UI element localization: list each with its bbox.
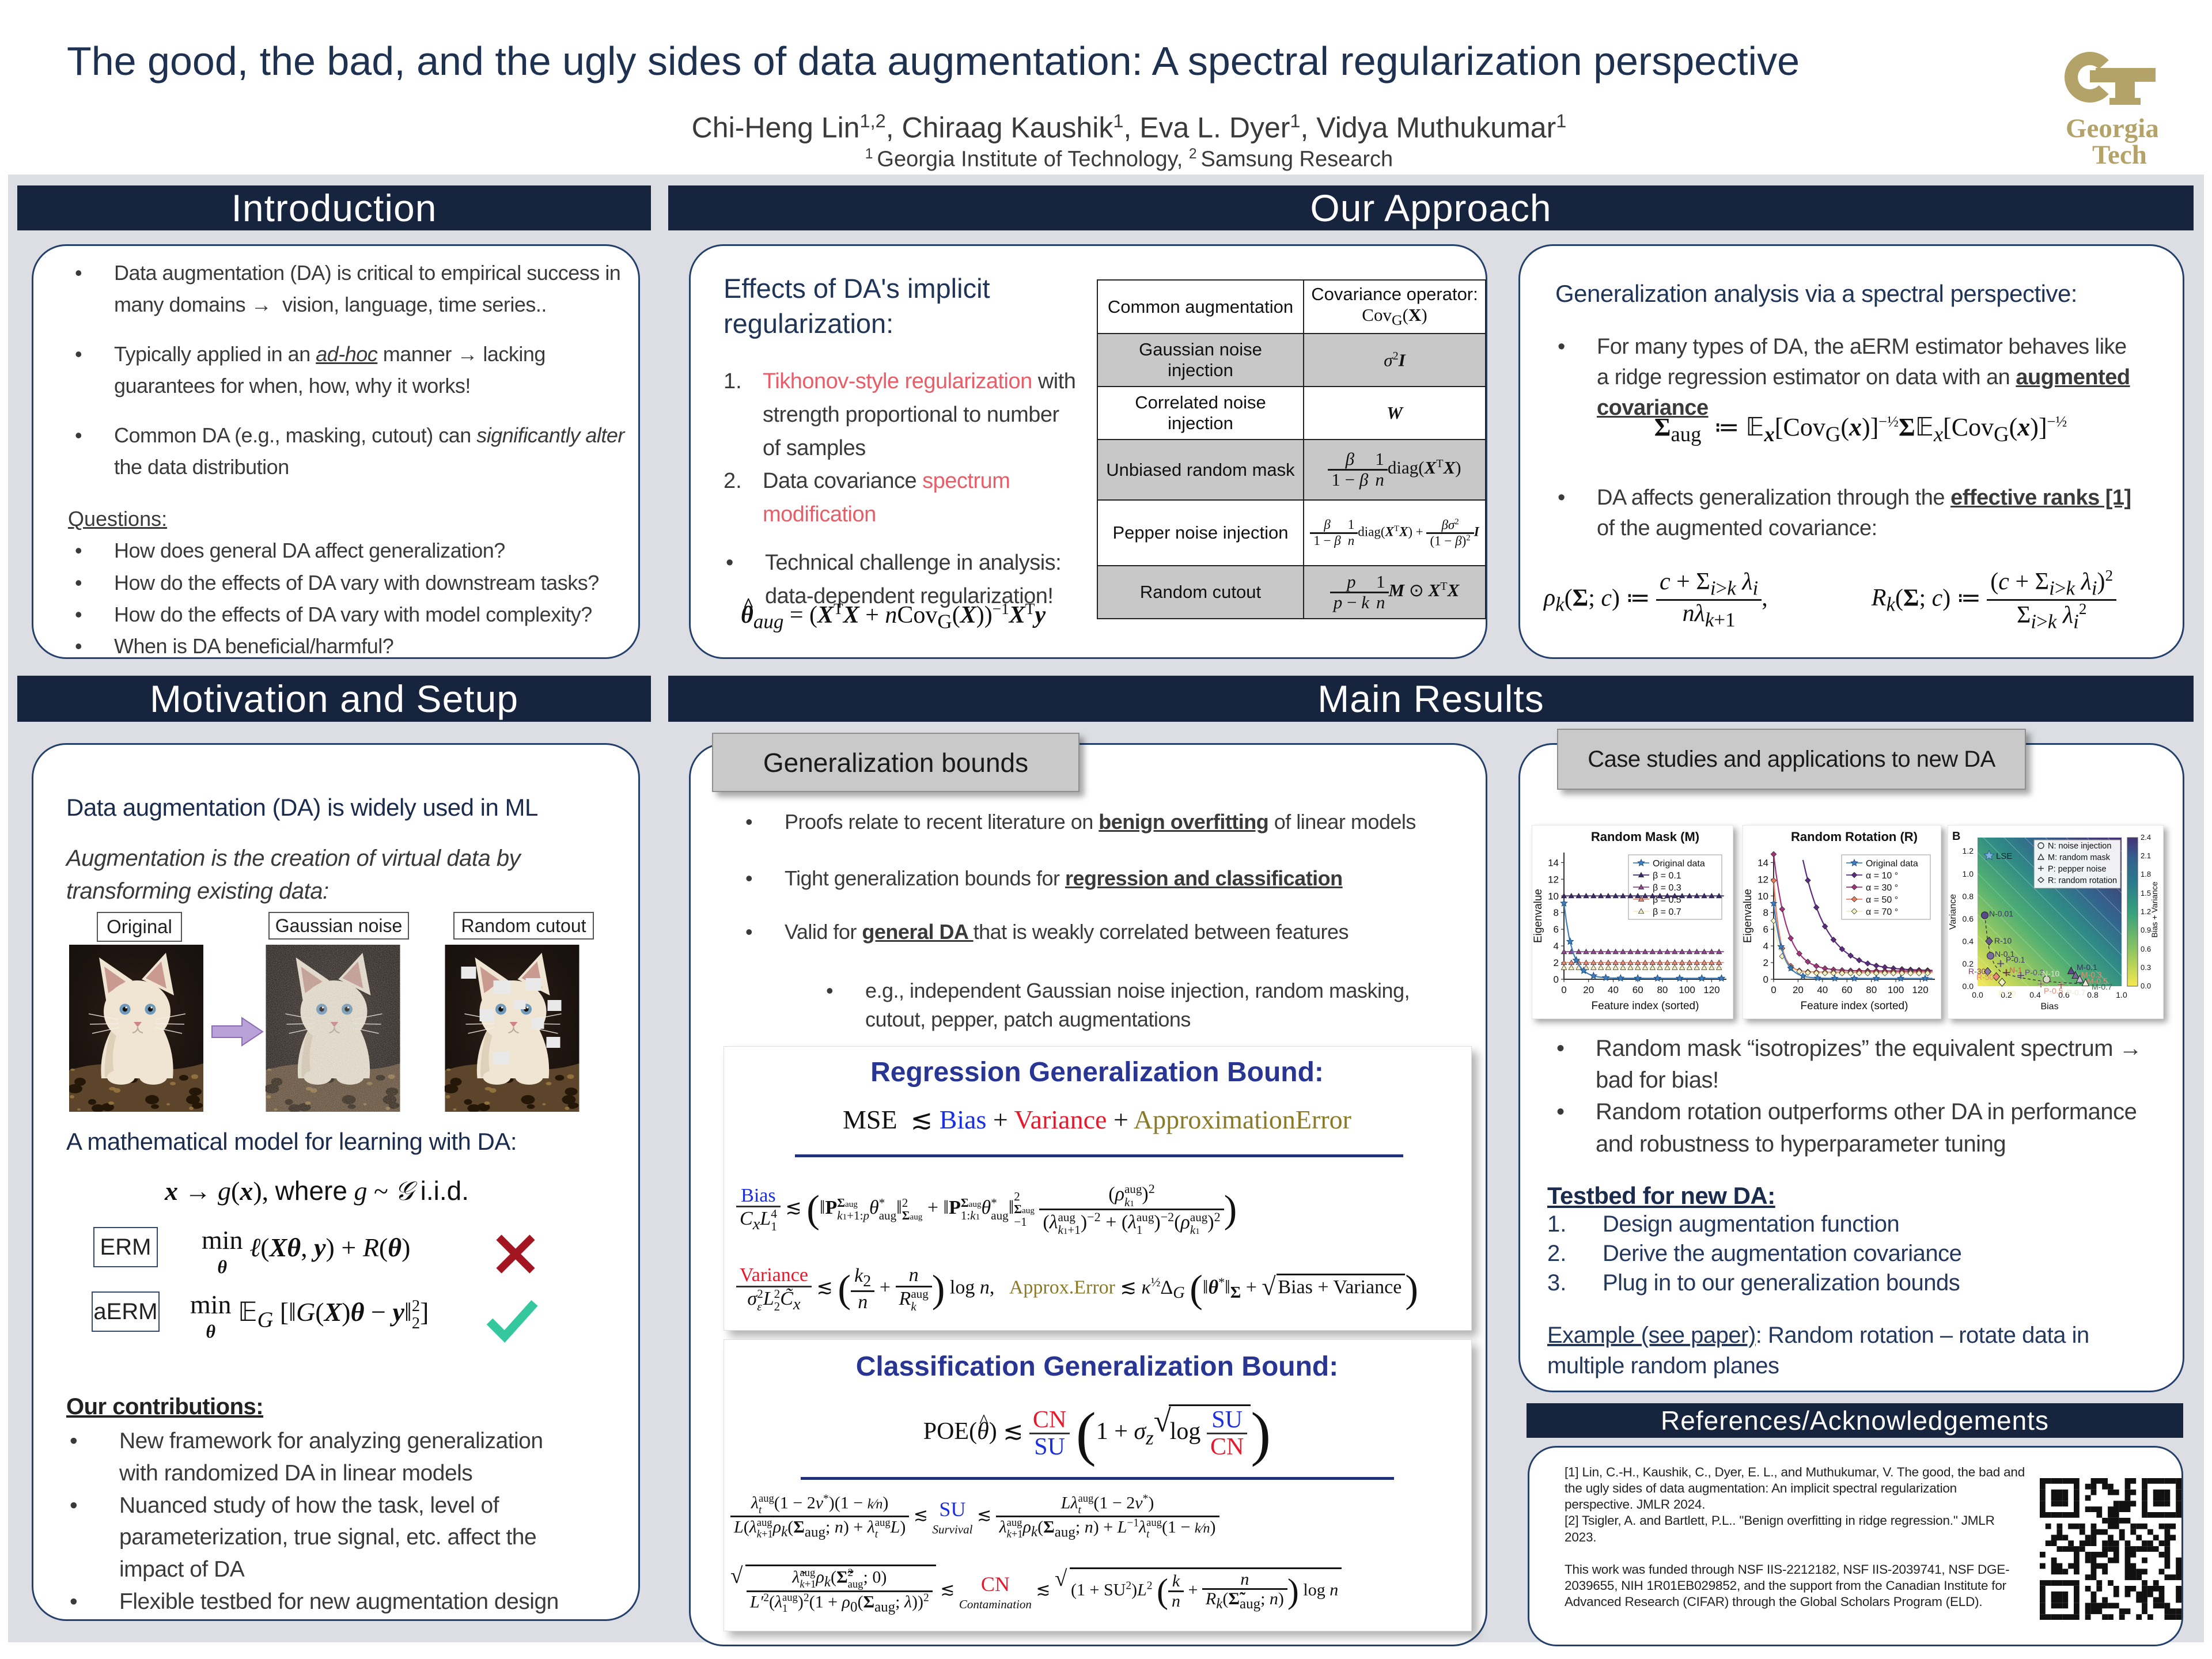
svg-text:1.8: 1.8 [2141,870,2151,878]
svg-text:60: 60 [1633,984,1643,995]
svg-text:8: 8 [1554,907,1559,918]
svg-text:α = 30 °: α = 30 ° [1866,883,1898,893]
svg-text:0.0: 0.0 [1972,990,1983,999]
svg-text:14: 14 [1758,857,1768,868]
svg-text:1.2: 1.2 [2141,907,2151,916]
svg-text:M: random mask: M: random mask [2048,853,2111,862]
svg-text:120: 120 [1703,984,1719,995]
svg-text:0.9: 0.9 [2141,926,2151,934]
svg-text:100: 100 [1679,984,1695,995]
svg-text:Eigenvalue: Eigenvalue [1743,889,1754,943]
svg-text:0.2: 0.2 [1963,959,1974,968]
svg-text:Original data: Original data [1653,859,1705,869]
svg-text:N-0.01: N-0.01 [1989,909,2013,918]
svg-text:0.8: 0.8 [2087,990,2099,999]
svg-text:0.6: 0.6 [2058,990,2070,999]
svg-text:α = 10 °: α = 10 ° [1866,871,1898,881]
svg-text:0.2: 0.2 [2001,990,2012,999]
svg-text:14: 14 [1548,857,1559,868]
svg-text:2: 2 [1763,957,1768,968]
svg-text:60: 60 [1842,984,1853,995]
svg-text:α = 50 °: α = 50 ° [1866,895,1898,905]
svg-text:2.4: 2.4 [2141,833,2151,842]
svg-text:Variance: Variance [1948,894,1958,930]
svg-text:N: noise injection: N: noise injection [2048,842,2111,851]
svg-text:80: 80 [1866,984,1877,995]
svg-text:1.0: 1.0 [1963,869,1974,878]
svg-text:0.0: 0.0 [2141,982,2151,990]
svg-text:Original data: Original data [1866,859,1918,869]
svg-text:Feature index (sorted): Feature index (sorted) [1801,1000,1908,1012]
svg-text:N-1: N-1 [2009,965,2022,975]
svg-text:2.1: 2.1 [2141,851,2151,860]
svg-text:P-0.1: P-0.1 [2006,955,2025,964]
svg-text:1.2: 1.2 [1963,846,1974,855]
svg-text:R-30: R-30 [1968,967,1986,976]
svg-text:0.8: 0.8 [1963,892,1974,901]
svg-text:10: 10 [1758,891,1768,902]
svg-text:M-0.5: M-0.5 [2087,976,2108,986]
svg-text:100: 100 [1888,984,1904,995]
svg-text:Feature index (sorted): Feature index (sorted) [1592,1000,1699,1012]
svg-text:20: 20 [1583,984,1594,995]
svg-text:Tech: Tech [2092,140,2147,166]
svg-text:2: 2 [1554,957,1559,968]
svg-text:0: 0 [1763,974,1768,985]
svg-text:120: 120 [1912,984,1928,995]
svg-text:1.0: 1.0 [2116,990,2127,999]
svg-text:0: 0 [1771,984,1776,995]
svg-text:Eigenvalue: Eigenvalue [1532,889,1544,943]
svg-text:8: 8 [1763,907,1768,918]
svg-text:0.6: 0.6 [2141,945,2151,953]
svg-text:Random Mask (M): Random Mask (M) [1591,830,1699,844]
svg-text:0: 0 [1554,974,1559,985]
svg-text:R-70: R-70 [1998,988,2016,998]
svg-text:20: 20 [1793,984,1804,995]
svg-text:β = 0.3: β = 0.3 [1653,883,1681,893]
svg-text:Random Rotation (R): Random Rotation (R) [1791,830,1918,844]
svg-text:0.3: 0.3 [2141,963,2151,972]
svg-text:0.0: 0.0 [1963,982,1974,991]
svg-text:P-0.5: P-0.5 [2044,986,2063,995]
svg-text:6: 6 [1554,924,1559,935]
svg-text:R-50: R-50 [1976,972,1994,982]
svg-text:12: 12 [1548,874,1559,885]
svg-text:Georgia: Georgia [2066,113,2158,143]
svg-text:M-0.3: M-0.3 [2081,970,2102,979]
svg-text:Bias: Bias [2040,1002,2058,1012]
svg-text:N-10: N-10 [2042,969,2060,978]
svg-text:P-0.7: P-0.7 [2066,988,2086,997]
svg-text:1.5: 1.5 [2141,889,2151,897]
svg-text:R-10: R-10 [1994,936,2012,945]
svg-text:0.6: 0.6 [1963,914,1974,923]
svg-text:M-0.1: M-0.1 [2077,963,2097,972]
svg-text:M-0.7: M-0.7 [2092,982,2112,991]
svg-text:0: 0 [1561,984,1566,995]
svg-text:β = 0.7: β = 0.7 [1653,907,1681,917]
svg-text:Bias + Variance: Bias + Variance [2150,881,2159,938]
svg-text:6: 6 [1763,924,1768,935]
svg-text:4: 4 [1763,941,1768,952]
svg-text:P-0.3: P-0.3 [2025,968,2044,977]
svg-text:B: B [1952,830,1960,843]
svg-text:4: 4 [1554,941,1559,952]
svg-text:P: pepper noise: P: pepper noise [2048,865,2107,874]
svg-text:12: 12 [1758,874,1768,885]
svg-text:0.4: 0.4 [2029,990,2041,999]
svg-text:0.4: 0.4 [1963,937,1974,946]
svg-text:40: 40 [1608,984,1619,995]
svg-text:α = 70 °: α = 70 ° [1866,907,1898,917]
svg-text:LSE: LSE [1996,851,2012,861]
svg-text:80: 80 [1657,984,1668,995]
svg-text:R: random rotation: R: random rotation [2048,876,2117,885]
svg-text:N-0.1: N-0.1 [1995,949,2014,959]
svg-text:10: 10 [1548,891,1559,902]
svg-text:β = 0.1: β = 0.1 [1653,871,1681,881]
svg-text:40: 40 [1817,984,1828,995]
